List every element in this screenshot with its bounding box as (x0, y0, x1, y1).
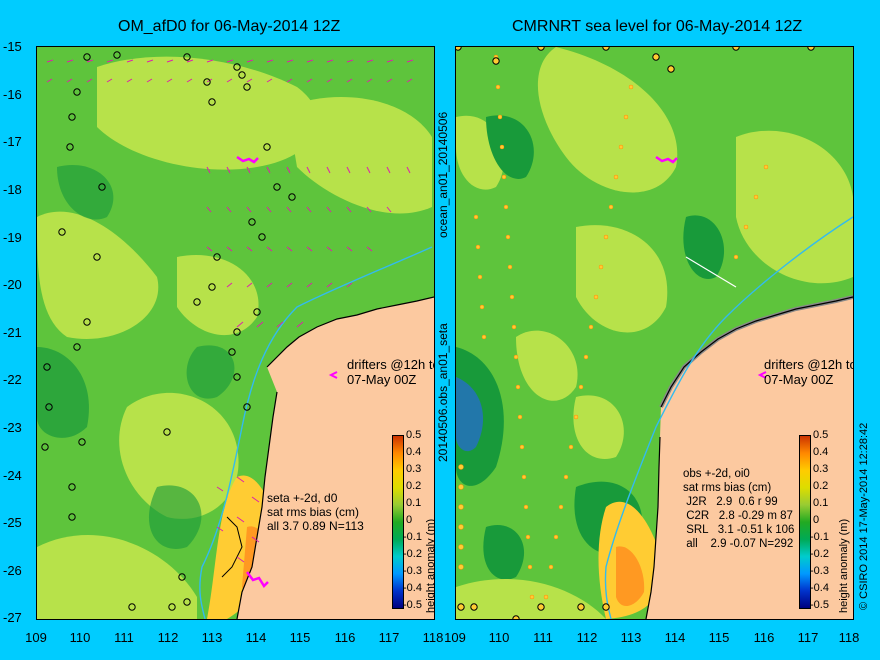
colorbar-tick: 0.1 (406, 497, 422, 509)
drifters-note-left: drifters @12h to 07-May 00Z (347, 357, 434, 387)
x-tick-label: 110 (488, 630, 510, 645)
y-tick-label: -26 (3, 563, 22, 578)
colorbar-tick: -0.4 (810, 582, 829, 594)
colorbar-tick: 0.4 (813, 446, 829, 458)
x-tick-label: 110 (69, 630, 91, 645)
colorbar-tick: 0.5 (813, 429, 829, 441)
left-map-title: OM_afD0 for 06-May-2014 12Z (118, 18, 341, 35)
copyright-label: © CSIRO 2014 17-May-2014 12:28:42 (858, 422, 870, 610)
colorbar-left (392, 435, 404, 609)
colorbar-tick: -0.3 (810, 565, 829, 577)
colorbar-title: height anomaly (m) (425, 518, 435, 613)
colorbar-tick: 0 (406, 514, 413, 526)
colorbar-tick: 0.1 (813, 497, 829, 509)
left-map-canvas (37, 47, 434, 619)
right-map-panel: drifters @12h to 07-May 00Z obs +-2d, oi… (455, 46, 854, 620)
y-tick-label: -21 (3, 325, 22, 340)
obs-run-label: 20140506.obs_an01_seta (436, 323, 450, 462)
colorbar-tick: 0.3 (406, 463, 422, 475)
colorbar-tick: 0.2 (813, 480, 829, 492)
y-tick-label: -23 (3, 420, 22, 435)
obs-markers (41, 51, 296, 611)
colorbar-title: height anomaly (m) (838, 518, 850, 613)
obs-markers (456, 47, 815, 619)
x-tick-label: 113 (620, 630, 642, 645)
x-tick-label: 117 (797, 630, 819, 645)
x-tick-label: 111 (533, 630, 553, 645)
right-map-canvas (456, 47, 853, 619)
y-tick-label: -17 (3, 134, 22, 149)
colorbar-tick: -0.5 (810, 599, 829, 611)
current-vectors (46, 59, 414, 563)
x-tick-label: 109 (25, 630, 47, 645)
y-tick-label: -25 (3, 515, 22, 530)
x-tick-label: 112 (157, 630, 179, 645)
right-map-title: CMRNRT sea level for 06-May-2014 12Z (512, 18, 803, 35)
y-tick-label: -27 (3, 610, 22, 625)
y-tick-label: -24 (3, 468, 22, 483)
x-tick-label: 109 (444, 630, 466, 645)
right-stats-box: obs +-2d, oi0 sat rms bias (cm) J2R 2.9 … (683, 468, 795, 550)
colorbar-tick: -0.3 (403, 565, 422, 577)
left-map-panel: drifters @12h to 07-May 00Z seta +-2d, d… (36, 46, 435, 620)
x-tick-label: 118 (422, 630, 444, 645)
y-tick-label: -18 (3, 182, 22, 197)
x-tick-label: 114 (245, 630, 267, 645)
y-tick-label: -19 (3, 230, 22, 245)
colorbar-tick: -0.4 (403, 582, 422, 594)
x-tick-label: 115 (708, 630, 730, 645)
colorbar-tick: -0.5 (403, 599, 422, 611)
colorbar-tick: 0.3 (813, 463, 829, 475)
colorbar-tick: -0.2 (810, 548, 829, 560)
colorbar-tick: 0.2 (406, 480, 422, 492)
colorbar-right (799, 435, 811, 609)
colorbar-tick: -0.1 (403, 531, 422, 543)
colorbar-tick: -0.1 (810, 531, 829, 543)
x-tick-label: 115 (289, 630, 311, 645)
colorbar-tick: 0 (813, 514, 820, 526)
x-tick-label: 116 (753, 630, 775, 645)
y-tick-label: -22 (3, 372, 22, 387)
left-stats-box: seta +-2d, d0 sat rms bias (cm) all 3.7 … (267, 491, 364, 533)
x-tick-label: 116 (334, 630, 356, 645)
altimetry-tracks (458, 54, 769, 600)
y-tick-label: -15 (3, 39, 22, 54)
y-tick-label: -20 (3, 277, 22, 292)
model-run-label: ocean_an01_20140506 (436, 111, 450, 238)
drifters-note-right: drifters @12h to 07-May 00Z (764, 357, 853, 387)
colorbar-tick: 0.4 (406, 446, 422, 458)
x-tick-label: 111 (114, 630, 134, 645)
x-tick-label: 114 (664, 630, 686, 645)
x-tick-label: 112 (576, 630, 598, 645)
colorbar-tick: -0.2 (403, 548, 422, 560)
x-tick-label: 113 (201, 630, 223, 645)
x-tick-label: 117 (378, 630, 400, 645)
colorbar-tick: 0.5 (406, 429, 422, 441)
y-tick-label: -16 (3, 87, 22, 102)
x-tick-label: 118 (838, 630, 860, 645)
